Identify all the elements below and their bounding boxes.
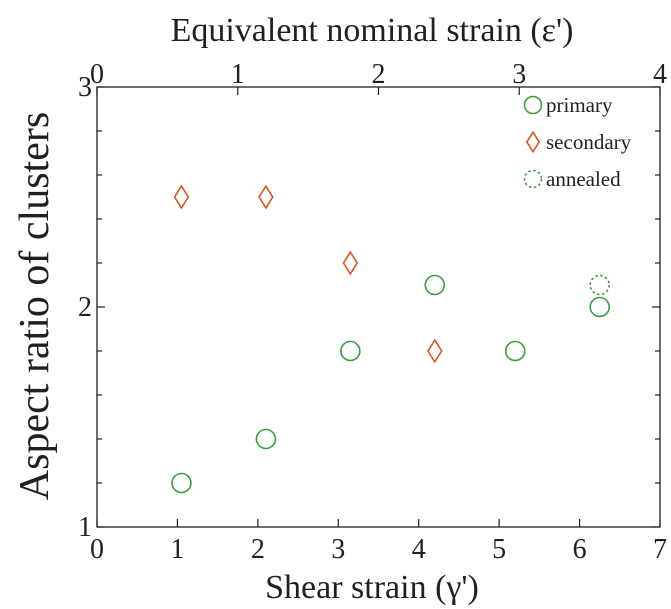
axis-ticks	[96, 86, 661, 528]
x-tick-label: 3	[331, 534, 345, 565]
x-tick-label: 1	[170, 534, 184, 565]
bottom-axis-title: Shear strain (γ')	[265, 569, 479, 606]
legend-label: annealed	[546, 167, 621, 191]
x-tick-label: 0	[90, 534, 104, 565]
x2-tick-label: 3	[512, 59, 526, 90]
legend-label: secondary	[546, 130, 632, 154]
legend-item-annealed: annealed	[523, 167, 621, 191]
secondary-point	[258, 184, 274, 210]
primary-point	[171, 472, 192, 494]
series-secondary	[173, 184, 443, 364]
x2-tick-label: 0	[90, 59, 104, 90]
primary-point	[424, 274, 446, 296]
y-tick-label: 1	[78, 512, 92, 543]
legend-item-primary: primary	[523, 93, 613, 117]
primary-point	[589, 296, 610, 318]
series-primary	[171, 274, 610, 494]
annealed-point	[589, 274, 610, 296]
secondary-point	[342, 250, 359, 276]
top-axis-title: Equivalent nominal strain (ε')	[171, 12, 574, 49]
x-tick-label: 7	[653, 534, 667, 565]
y-tick-label: 2	[78, 292, 92, 323]
x2-tick-label: 4	[653, 59, 667, 90]
legend-marker-annealed	[523, 169, 543, 189]
legend-label: primary	[546, 93, 613, 117]
x-tick-label: 6	[573, 534, 587, 565]
x-tick-label: 5	[492, 534, 506, 565]
legend-marker-secondary	[525, 130, 541, 154]
x-tick-label: 2	[251, 534, 265, 565]
data-markers	[171, 184, 610, 494]
x2-tick-label: 2	[372, 59, 386, 90]
secondary-point	[173, 184, 190, 210]
secondary-point	[427, 338, 443, 364]
primary-point	[255, 428, 277, 450]
y-tick-label: 3	[78, 72, 92, 103]
x2-tick-label: 1	[231, 59, 245, 90]
x-tick-label: 4	[412, 534, 426, 565]
legend: primary secondary annealed	[523, 93, 632, 191]
series-annealed	[589, 274, 610, 296]
primary-point	[504, 340, 526, 362]
legend-item-secondary: secondary	[525, 130, 632, 154]
legend-marker-primary	[523, 95, 543, 115]
left-axis-title: Aspect ratio of clusters	[12, 112, 58, 500]
primary-point	[340, 340, 361, 362]
